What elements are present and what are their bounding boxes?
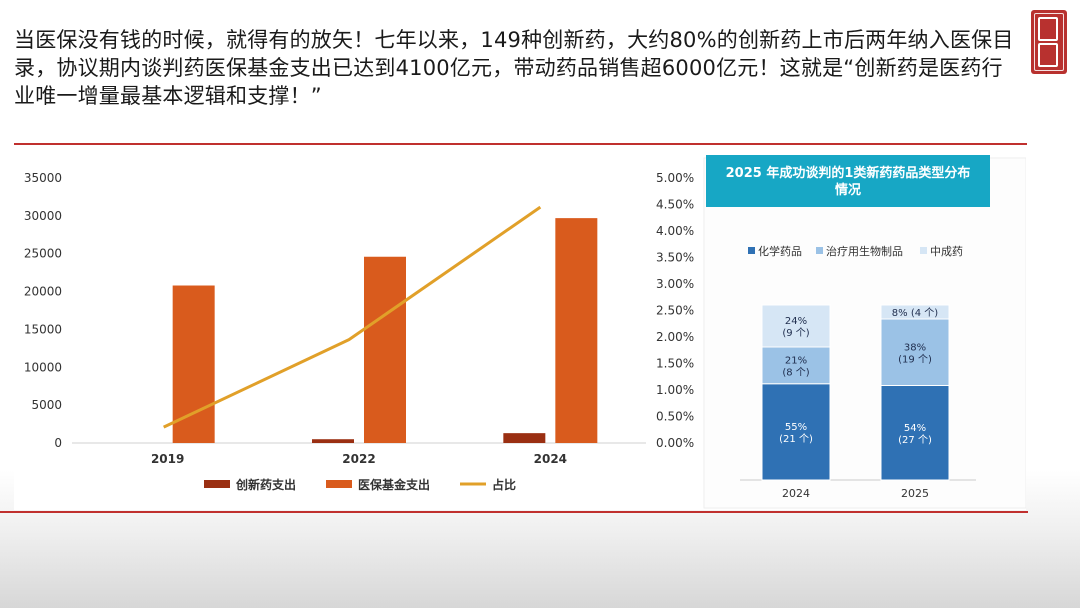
data-label: (9 个) (782, 327, 809, 339)
data-label: 21% (785, 355, 807, 366)
x-tick-label: 2019 (151, 452, 184, 466)
x-tick-label: 2024 (534, 452, 567, 466)
y2-tick-label: 1.50% (656, 357, 694, 371)
y2-tick-label: 1.00% (656, 383, 694, 397)
stacked-segment (880, 318, 950, 386)
y2-tick-label: 5.00% (656, 171, 694, 185)
legend-swatch (920, 247, 927, 254)
y2-tick-label: 0.00% (656, 436, 694, 450)
legend-swatch (326, 480, 352, 488)
bar-medical-insurance-fund (172, 285, 215, 443)
data-label: 38% (904, 342, 926, 353)
y2-tick-label: 4.00% (656, 224, 694, 238)
seal-border (1034, 13, 1064, 71)
legend-label: 占比 (492, 477, 516, 492)
data-label: (19 个) (898, 353, 932, 365)
chart-title-banner (706, 155, 990, 207)
chart-svg: 0 5000 10000 15000 20000 25000 30000 35000 0.00%… (14, 150, 1027, 510)
data-label: (21 个) (779, 433, 813, 445)
y2-tick-label: 3.00% (656, 277, 694, 291)
seal-logo (1031, 10, 1067, 74)
legend-label: 医保基金支出 (358, 477, 430, 492)
data-label: (27 个) (898, 434, 932, 446)
y-tick-label: 30000 (24, 209, 62, 223)
data-label: 8% (4 个) (892, 307, 938, 319)
bar-innovative-drug-spend (503, 433, 546, 443)
y-tick-label: 0 (54, 436, 62, 450)
y2-tick-label: 2.00% (656, 330, 694, 344)
legend-label: 治疗用生物制品 (826, 244, 903, 258)
x-tick-label: 2024 (782, 487, 810, 500)
y-tick-label: 5000 (31, 398, 62, 412)
stacked-segment (761, 346, 831, 385)
legend-label: 化学药品 (758, 244, 802, 258)
seal-glyph-top (1038, 17, 1058, 41)
stacked-segment (880, 385, 950, 481)
bar-medical-insurance-fund (555, 218, 598, 443)
headline-text: 当医保没有钱的时候，就得有的放矢！七年以来，149种创新药，大约80%的创新药上… (14, 28, 1014, 108)
y-tick-label: 25000 (24, 247, 62, 261)
data-label: (8 个) (782, 366, 809, 378)
y2-tick-label: 3.50% (656, 251, 694, 265)
chart-title-line2: 情况 (835, 182, 861, 198)
y2-tick-label: 0.50% (656, 410, 694, 424)
line-ratio (163, 205, 542, 429)
top-divider (14, 143, 1027, 145)
legend-swatch (816, 247, 823, 254)
right-panel-background (703, 157, 1027, 509)
bar-innovative-drug-spend (312, 439, 354, 443)
data-label: 54% (904, 423, 926, 434)
bottom-divider (0, 511, 1028, 513)
chart-title-line1: 2025 年成功谈判的1类新药药品类型分布 (726, 165, 971, 181)
legend-swatch (748, 247, 755, 254)
legend-label: 中成药 (930, 245, 963, 258)
seal-glyph-bottom (1038, 43, 1058, 67)
y-tick-label: 10000 (24, 360, 62, 374)
y-tick-label: 20000 (24, 285, 62, 299)
y-tick-label: 15000 (24, 322, 62, 336)
y2-tick-label: 2.50% (656, 304, 694, 318)
x-tick-label: 2025 (901, 487, 929, 500)
data-label: 55% (785, 422, 807, 433)
legend-label: 创新药支出 (235, 477, 296, 492)
data-label: 24% (785, 316, 807, 327)
chart-area: 0 5000 10000 15000 20000 25000 30000 35000 0.00%… (14, 150, 1027, 510)
y2-tick-label: 4.50% (656, 198, 694, 212)
y-tick-label: 35000 (24, 171, 62, 185)
stacked-segment (761, 304, 831, 348)
stacked-segment (880, 304, 950, 320)
stacked-segment (761, 383, 831, 481)
legend-swatch (204, 480, 230, 488)
bar-medical-insurance-fund (364, 256, 406, 443)
x-tick-label: 2022 (342, 452, 375, 466)
left-chart: 0 5000 10000 15000 20000 25000 30000 35000 0.00%… (24, 171, 694, 492)
